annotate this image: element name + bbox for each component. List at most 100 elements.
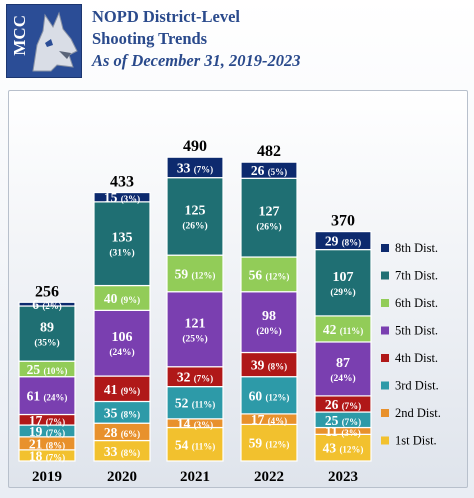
value-label: 52 (11%) [175,396,215,411]
value-percent: (12%) [339,445,363,455]
value-percent: (12%) [191,270,215,280]
total-label-2020: 433 [110,174,134,191]
value-percent: (10%) [43,366,67,376]
value-label: 43 (12%) [323,441,364,456]
value-label: 26 (7%) [325,397,361,412]
legend-label: 2nd Dist. [395,406,441,420]
percent-label: (29%) [330,287,355,298]
percent-label: (24%) [109,347,134,358]
chart-panel: 18 (7%) 21 (8%) 19 (7%) 17 (7%) 61 (24%) 25 (… [8,90,468,488]
value-number: 21 [29,436,46,451]
value-percent: (11%) [192,441,216,451]
total-label-2022: 482 [257,143,281,160]
value-percent: (9%) [121,386,141,396]
value-label: 59 (12%) [249,436,290,451]
value-number: 59 [249,436,266,451]
bar-segment-2022-6thdist [240,256,298,293]
value-percent: (7%) [194,164,214,174]
value-percent: (9%) [121,295,141,305]
value-label: 40 (9%) [104,291,140,306]
value-number: 17 [29,413,46,428]
value-percent: (12%) [265,392,289,402]
x-tick-label-2020: 2020 [107,469,137,485]
bar-segment-2023-6thdist [314,315,372,343]
value-number: 26 [325,397,342,412]
title-line-3: As of December 31, 2019-2023 [92,51,301,70]
value-number: 43 [323,441,340,456]
value-number: 17 [251,412,268,427]
percent-label: (24%) [330,373,355,384]
header: MCC NOPD District-Level Shooting Trends … [0,0,474,80]
value-number: 6 [32,297,42,312]
legend-label: 5th Dist. [395,324,438,338]
title-line-2: Shooting Trends [92,29,208,48]
value-label: 121 [185,316,206,331]
legend-swatch [381,299,389,307]
value-percent: (8%) [121,448,141,458]
bar-segment-2019-7thdist [18,305,76,362]
value-percent: (4%) [268,416,288,426]
bar-segment-2022-5thdist [240,291,298,354]
value-label: 17 (7%) [29,413,65,428]
total-label-2023: 370 [331,213,355,230]
bar-segment-2020-6thdist [93,284,151,311]
value-number: 19 [29,424,46,439]
value-label: 39 (8%) [251,358,287,373]
value-label: 106 [112,330,133,345]
value-number: 61 [27,389,44,404]
percent-label: (20%) [256,326,281,337]
bar-segment-2021-1stdist [166,426,224,462]
bar-segment-2022-3rddist [240,376,298,415]
value-number: 54 [175,437,192,452]
percent-label: (26%) [256,222,281,233]
value-label: 19 (7%) [29,424,65,439]
value-label: 125 [185,203,206,218]
value-label: 33 (8%) [104,444,140,459]
percent-label: (31%) [109,248,134,259]
legend-label: 6th Dist. [395,296,438,310]
value-label: 25 (7%) [325,413,361,428]
stacked-bar-chart: 18 (7%)21 (8%)19 (7%)17 (7%)61 (24%)25 (… [18,138,441,485]
value-number: 18 [29,448,46,463]
value-label: 135 [112,231,133,246]
value-percent: (7%) [194,374,214,384]
value-percent: (24%) [43,393,67,403]
mcc-logo: MCC [6,4,82,78]
value-label: 127 [259,205,280,220]
value-number: 52 [175,396,192,411]
value-label: 26 (5%) [251,163,287,178]
legend-swatch [381,381,389,390]
legend-label: 4th Dist. [395,351,438,365]
value-percent: (8%) [342,238,362,248]
value-percent: (7%) [342,401,362,411]
value-number: 25 [325,413,342,428]
value-percent: (3%) [194,420,214,430]
value-number: 14 [177,416,194,431]
value-label: 14 (3%) [177,416,213,431]
value-number: 28 [104,425,121,440]
total-label-2021: 490 [183,138,207,155]
value-label: 60 (12%) [249,388,290,403]
value-number: 33 [177,160,194,175]
bar-segment-2023-1stdist [314,433,372,462]
legend-swatch [381,354,389,362]
value-number: 60 [249,388,266,403]
value-number: 40 [104,291,121,306]
bar-segment-2022-1stdist [240,423,298,462]
total-label-2019: 256 [35,283,59,300]
value-label: 25 (10%) [27,362,68,377]
title-line-1: NOPD District-Level [92,7,240,26]
value-label: 42 (11%) [323,322,363,337]
value-number: 15 [104,190,121,205]
legend-label: 7th Dist. [395,269,438,283]
bar-segment-2022-8thdist [240,161,298,179]
value-number: 29 [325,234,342,249]
x-tick-label-2021: 2021 [180,469,210,485]
value-number: 41 [104,382,121,397]
value-number: 32 [177,370,194,385]
value-percent: (11%) [340,326,364,336]
legend-swatch [381,436,389,445]
value-percent: (7%) [342,417,362,427]
value-percent: (7%) [46,452,66,462]
